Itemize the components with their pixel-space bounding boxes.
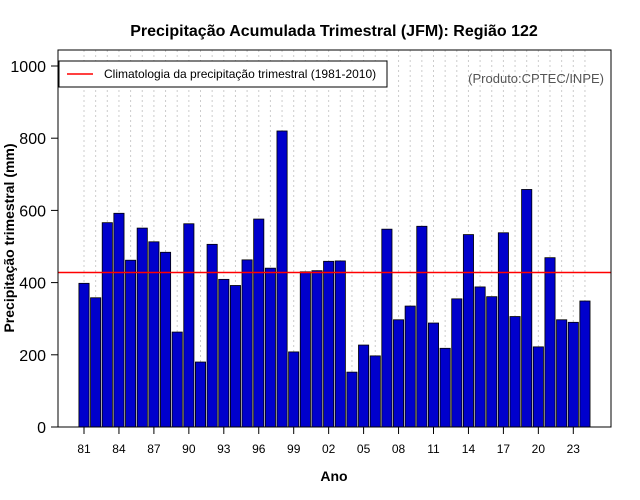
bar-2012 <box>439 347 451 428</box>
bar-2014 <box>462 234 474 428</box>
bar-2019 <box>521 189 533 428</box>
bar-1997 <box>264 267 276 428</box>
x-tick-label: 20 <box>532 442 546 456</box>
bar-2007 <box>381 228 393 428</box>
x-tick-label: 14 <box>462 442 476 456</box>
x-axis-ticks: 81 84 87 90 93 96 99 02 05 08 11 14 17 20 23 <box>77 427 580 456</box>
x-tick-label: 11 <box>427 442 440 456</box>
x-tick-label: 90 <box>182 442 196 456</box>
x-tick-label: 84 <box>112 442 126 456</box>
bar-2011 <box>427 322 439 428</box>
bar-2004 <box>346 371 358 428</box>
bar-2018 <box>509 316 521 428</box>
y-tick-label: 1000 <box>10 59 46 76</box>
x-tick-label: 02 <box>322 442 336 456</box>
bar-1984 <box>113 212 125 428</box>
x-tick-label: 17 <box>497 442 511 456</box>
bar-1987 <box>148 241 160 428</box>
y-tick-label: 800 <box>19 131 46 148</box>
x-tick-label: 81 <box>77 442 91 456</box>
bar-1995 <box>241 259 253 428</box>
x-tick-label: 87 <box>147 442 161 456</box>
bar-2001 <box>311 270 323 428</box>
legend-label: Climatologia da precipitação trimestral … <box>104 67 376 81</box>
bar-1991 <box>194 361 206 428</box>
bar-1996 <box>253 218 265 428</box>
bar-2016 <box>486 296 498 428</box>
bar-1985 <box>125 259 137 428</box>
bar-1988 <box>160 251 172 428</box>
source-note: (Produto:CPTEC/INPE) <box>468 71 604 86</box>
y-tick-label: 0 <box>37 420 46 437</box>
bar-1992 <box>206 243 218 428</box>
x-tick-label: 96 <box>252 442 266 456</box>
y-axis-ticks: 0 200 400 600 800 1000 <box>10 59 58 437</box>
x-tick-label: 08 <box>392 442 406 456</box>
bar-1986 <box>136 227 148 428</box>
bar-1981 <box>78 282 90 428</box>
bar-2023 <box>567 321 579 428</box>
bar-2003 <box>334 260 346 428</box>
y-tick-label: 200 <box>19 348 46 365</box>
bar-1990 <box>183 223 195 428</box>
bar-2002 <box>323 260 335 428</box>
bar-2020 <box>532 346 544 428</box>
bar-2013 <box>451 298 463 428</box>
bar-2009 <box>404 305 416 428</box>
x-tick-label: 23 <box>567 442 581 456</box>
chart-title: Precipitação Acumulada Trimestral (JFM):… <box>130 23 538 40</box>
bar-2006 <box>369 355 381 428</box>
x-tick-label: 99 <box>287 442 301 456</box>
bar-1999 <box>288 351 300 428</box>
bar-2005 <box>358 344 370 428</box>
bar-1982 <box>90 297 102 428</box>
bar-2000 <box>299 271 311 428</box>
bar-2024 <box>579 300 591 428</box>
x-tick-label: 05 <box>357 442 371 456</box>
bar-2021 <box>544 257 556 428</box>
bar-2015 <box>474 286 486 428</box>
legend-box <box>58 60 388 88</box>
x-axis-label: Ano <box>320 468 347 484</box>
bar-1983 <box>101 222 113 428</box>
bar-1993 <box>218 278 230 428</box>
bar-1994 <box>229 285 241 428</box>
bar-2022 <box>556 319 568 428</box>
x-tick-label: 93 <box>217 442 231 456</box>
bar-1998 <box>276 130 288 428</box>
bar-2010 <box>416 225 428 428</box>
bar-2008 <box>393 319 405 428</box>
y-tick-label: 600 <box>19 203 46 220</box>
plot-frame <box>57 49 612 428</box>
y-tick-label: 400 <box>19 276 46 293</box>
legend: Climatologia da precipitação trimestral … <box>58 60 388 88</box>
bar-2017 <box>497 232 509 428</box>
y-axis-label: Precipitação trimestral (mm) <box>1 143 17 332</box>
bar-1989 <box>171 331 183 428</box>
